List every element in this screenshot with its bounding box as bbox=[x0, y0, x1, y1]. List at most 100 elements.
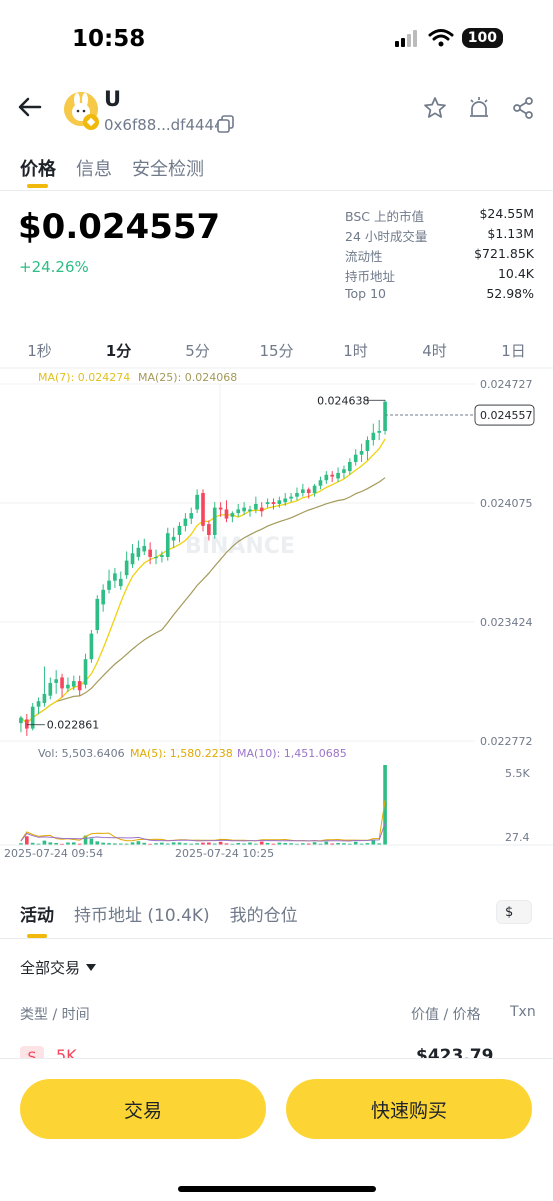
candle bbox=[89, 629, 94, 663]
chart-grid bbox=[0, 383, 475, 845]
copy-icon[interactable] bbox=[216, 114, 236, 134]
candle bbox=[254, 496, 258, 514]
current-price: $0.024557 bbox=[18, 207, 221, 247]
ma7-path bbox=[20, 438, 386, 724]
volume-bar bbox=[359, 843, 364, 845]
candle bbox=[336, 467, 340, 483]
candle-body bbox=[71, 681, 76, 687]
candle-body bbox=[60, 677, 64, 689]
volume-bar bbox=[148, 843, 152, 845]
tab-security[interactable]: 安全检测 bbox=[132, 159, 204, 180]
trade-filter-dropdown[interactable]: 全部交易 bbox=[20, 957, 97, 978]
volume-bar bbox=[283, 842, 288, 845]
candle-body bbox=[218, 507, 223, 510]
price-change: +24.26% bbox=[19, 258, 89, 276]
candle-body bbox=[283, 498, 288, 503]
status-time: 10:58 bbox=[72, 26, 146, 52]
star-icon[interactable] bbox=[423, 96, 447, 120]
volume-bar bbox=[306, 843, 311, 845]
interval-15m[interactable]: 15分 bbox=[259, 342, 294, 360]
candle bbox=[359, 443, 364, 462]
candle bbox=[142, 538, 147, 556]
volume-bar bbox=[242, 843, 246, 845]
candle-body bbox=[330, 474, 335, 477]
tab-activity[interactable]: 活动 bbox=[20, 906, 54, 926]
candle bbox=[42, 666, 47, 707]
candle bbox=[371, 423, 376, 446]
stat-value: 52.98% bbox=[486, 286, 534, 301]
stat-value: $721.85K bbox=[474, 246, 534, 261]
list-item[interactable]: S 5K $423.79 bbox=[0, 1040, 553, 1060]
tab-price[interactable]: 价格 bbox=[20, 159, 56, 180]
candle bbox=[207, 520, 211, 541]
volume-bar bbox=[60, 843, 64, 845]
candle bbox=[148, 542, 152, 565]
candle bbox=[66, 677, 70, 693]
candle-body bbox=[154, 556, 158, 559]
candle bbox=[230, 511, 235, 523]
candle-body bbox=[383, 401, 387, 431]
interval-1s[interactable]: 1秒 bbox=[27, 342, 52, 360]
interval-4h[interactable]: 4时 bbox=[422, 342, 447, 360]
sell-badge: S bbox=[20, 1046, 44, 1060]
candle bbox=[224, 500, 229, 523]
candle bbox=[248, 505, 252, 517]
stat-value: $24.55M bbox=[479, 206, 534, 221]
back-arrow-icon[interactable] bbox=[14, 92, 44, 122]
volume-bar bbox=[95, 841, 100, 845]
volume-legend: Vol: 5,503.6406 bbox=[38, 747, 125, 760]
header-txn: Txn bbox=[510, 1004, 536, 1020]
candle bbox=[318, 476, 323, 490]
candle-body bbox=[365, 440, 370, 452]
interval-1d[interactable]: 1日 bbox=[501, 342, 526, 360]
candle bbox=[265, 498, 270, 508]
candle bbox=[30, 703, 35, 731]
battery-indicator: 100 bbox=[461, 28, 503, 48]
volume-bar bbox=[124, 843, 129, 845]
candle-body bbox=[101, 589, 105, 605]
volume-bar bbox=[130, 842, 135, 845]
watermark: BINANCE bbox=[185, 534, 295, 559]
volume-bar bbox=[42, 840, 47, 845]
candle-body bbox=[265, 502, 270, 504]
low-price-label: 0.022861 bbox=[47, 719, 100, 732]
price-tick-label: 0.023424 bbox=[480, 616, 533, 629]
volume-bar bbox=[383, 765, 387, 845]
volume-bar bbox=[353, 841, 358, 845]
candle bbox=[130, 544, 135, 568]
volume-bar bbox=[330, 843, 335, 845]
candle bbox=[259, 502, 264, 517]
candle-body bbox=[371, 432, 376, 441]
currency-toggle[interactable]: $ bbox=[496, 900, 532, 924]
wifi-icon bbox=[428, 29, 454, 47]
filter-label: 全部交易 bbox=[20, 959, 81, 977]
market-stats: BSC 上的市值 $24.55M 24 小时成交量 $1.13M 流动性 $721.8… bbox=[345, 206, 534, 306]
candle-body bbox=[212, 507, 217, 536]
tab-info[interactable]: 信息 bbox=[76, 159, 112, 180]
candle bbox=[312, 483, 317, 497]
candle bbox=[77, 675, 82, 696]
candle-body bbox=[42, 693, 47, 704]
volume-bar bbox=[171, 842, 176, 845]
x-label-start: 2025-07-24 09:54 bbox=[4, 847, 103, 860]
candle-body bbox=[130, 553, 135, 565]
candle bbox=[177, 522, 182, 543]
alert-siren-icon[interactable] bbox=[467, 96, 491, 120]
share-icon[interactable] bbox=[511, 96, 535, 120]
volume-bar bbox=[312, 842, 317, 845]
interval-5m[interactable]: 5分 bbox=[185, 342, 210, 360]
candle-body bbox=[142, 545, 147, 552]
interval-1m[interactable]: 1分 bbox=[105, 342, 132, 360]
volume-bar bbox=[295, 843, 299, 845]
quick-buy-button[interactable]: 快速购买 bbox=[286, 1079, 532, 1139]
volume-bar bbox=[24, 836, 29, 845]
price-chart[interactable]: MA(7): 0.024274 MA(25): 0.024068 BINANCE… bbox=[0, 365, 553, 865]
trade-button[interactable]: 交易 bbox=[20, 1079, 266, 1139]
tab-holders[interactable]: 持币地址 (10.4K) bbox=[74, 906, 210, 926]
caret-down-icon bbox=[86, 964, 97, 971]
divider bbox=[0, 938, 553, 939]
candle bbox=[107, 569, 111, 594]
tab-my-positions[interactable]: 我的仓位 bbox=[229, 906, 298, 926]
volume-bar bbox=[218, 841, 223, 845]
interval-1h[interactable]: 1时 bbox=[343, 342, 368, 360]
